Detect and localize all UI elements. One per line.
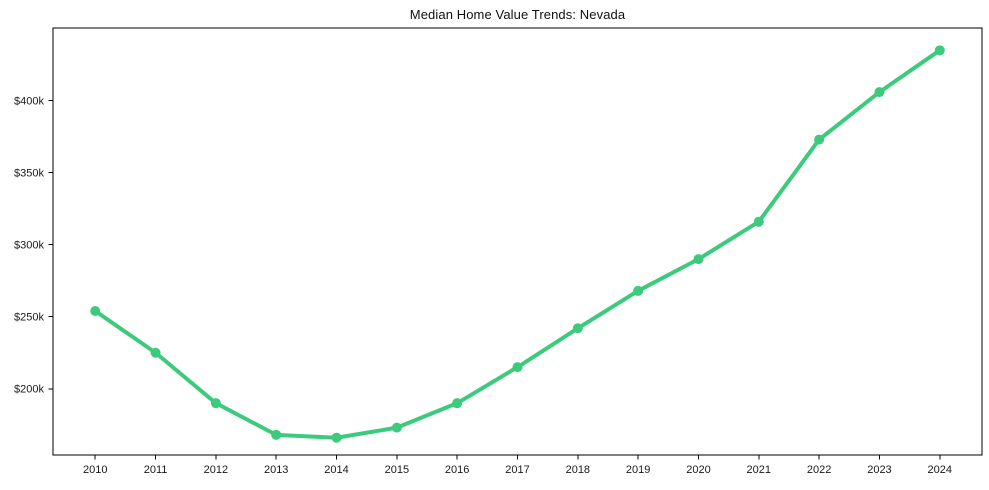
data-point-marker bbox=[331, 432, 342, 443]
data-point-marker bbox=[693, 254, 704, 265]
x-tick-label: 2018 bbox=[566, 464, 590, 476]
x-tick-label: 2021 bbox=[747, 464, 771, 476]
data-point-marker bbox=[391, 422, 402, 433]
y-tick-label: $200k bbox=[14, 384, 44, 396]
y-tick-label: $300k bbox=[14, 240, 44, 252]
data-point-marker bbox=[814, 134, 825, 145]
data-point-marker bbox=[150, 347, 161, 358]
data-point-marker bbox=[934, 45, 945, 56]
x-tick-label: 2011 bbox=[144, 464, 168, 476]
data-point-marker bbox=[512, 362, 523, 373]
data-point-marker bbox=[452, 398, 463, 409]
y-tick-label: $250k bbox=[14, 312, 44, 324]
x-tick-label: 2014 bbox=[324, 464, 348, 476]
data-point-marker bbox=[210, 398, 221, 409]
x-tick-label: 2012 bbox=[204, 464, 228, 476]
data-point-marker bbox=[572, 323, 583, 334]
y-tick-label: $400k bbox=[14, 96, 44, 108]
x-tick-label: 2019 bbox=[626, 464, 650, 476]
x-tick-label: 2023 bbox=[867, 464, 891, 476]
x-tick-label: 2013 bbox=[264, 464, 288, 476]
plot-border bbox=[52, 27, 983, 456]
y-tick-label: $350k bbox=[14, 168, 44, 180]
x-tick-label: 2017 bbox=[505, 464, 529, 476]
data-point-marker bbox=[271, 429, 282, 440]
x-tick-label: 2015 bbox=[385, 464, 409, 476]
data-point-marker bbox=[90, 305, 101, 316]
x-tick-label: 2022 bbox=[807, 464, 831, 476]
x-tick-label: 2024 bbox=[928, 464, 952, 476]
x-tick-label: 2016 bbox=[445, 464, 469, 476]
data-point-marker bbox=[874, 87, 885, 98]
chart-title: Median Home Value Trends: Nevada bbox=[409, 7, 626, 22]
data-point-marker bbox=[633, 285, 644, 296]
x-tick-label: 2020 bbox=[686, 464, 710, 476]
data-point-marker bbox=[753, 216, 764, 227]
x-tick-label: 2010 bbox=[83, 464, 107, 476]
trend-line bbox=[93, 48, 942, 440]
